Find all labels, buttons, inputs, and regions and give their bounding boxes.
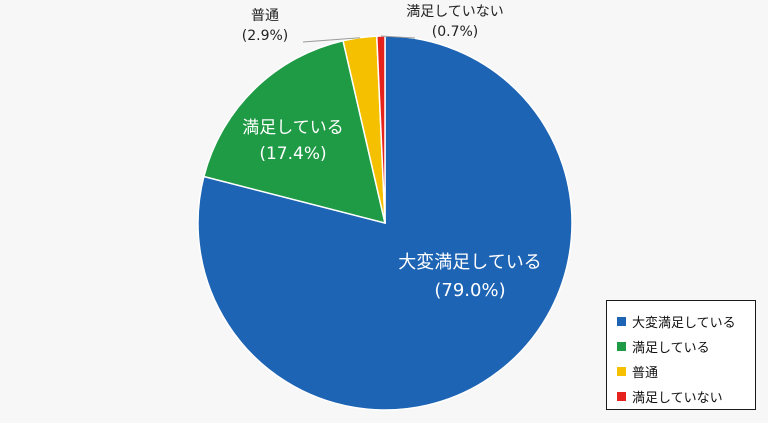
legend-item-satisfied: 満足している (617, 334, 755, 359)
legend-swatch-neutral (617, 367, 626, 376)
slice-label-satisfied: 満足している (242, 118, 344, 138)
slice-label-not-satisfied: 満足していない (406, 4, 504, 20)
pie-slice-satisfied (202, 39, 387, 225)
legend-item-very-satisfied: 大変満足している (617, 309, 755, 334)
slice-value-not-satisfied: (0.7%) (432, 24, 479, 40)
legend-item-not-satisfied: 満足していない (617, 384, 755, 409)
slice-value-very-satisfied: (79.0%) (434, 280, 505, 301)
legend-label-satisfied: 満足している (632, 341, 710, 356)
slice-label-neutral: 普通 (251, 8, 279, 24)
leader-line-not-satisfied (380, 35, 416, 39)
legend-item-neutral: 普通 (617, 359, 755, 384)
legend-swatch-not-satisfied (617, 392, 626, 401)
leader-line-neutral (302, 37, 360, 43)
slice-value-neutral: (2.9%) (242, 28, 289, 44)
legend-swatch-satisfied (617, 342, 626, 351)
legend-label-very-satisfied: 大変満足している (632, 316, 736, 331)
slice-label-very-satisfied: 大変満足している (398, 252, 541, 273)
legend-label-neutral: 普通 (632, 366, 659, 381)
chart-legend: 大変満足している 満足している 普通 満足していない (606, 300, 756, 410)
slice-value-satisfied: (17.4%) (259, 144, 326, 164)
legend-label-not-satisfied: 満足していない (632, 391, 723, 406)
legend-swatch-very-satisfied (617, 317, 626, 326)
